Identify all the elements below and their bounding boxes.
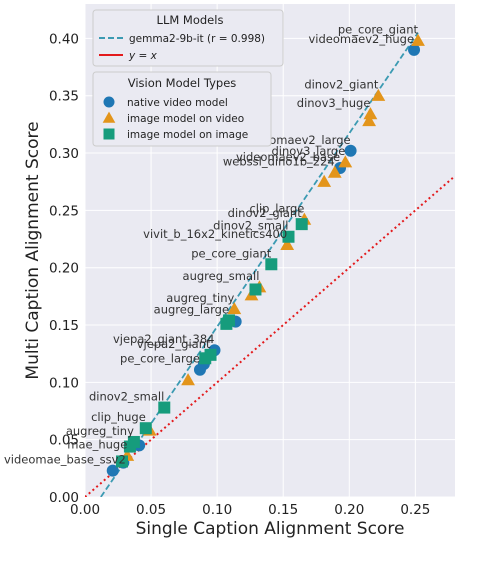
image-on-video-point	[227, 302, 242, 315]
point-annotation: videomae_base_ssv2	[4, 453, 126, 467]
image-on-image-point	[282, 230, 295, 243]
image-on-image-point	[123, 440, 136, 453]
point-annotation: pe_core_giant	[191, 246, 272, 260]
legend-types-box	[92, 71, 272, 147]
native-video-point	[408, 43, 421, 56]
point-annotation: mae_huge	[67, 438, 127, 452]
image-on-image-point	[295, 218, 308, 231]
image-on-image-point	[220, 317, 233, 330]
point-annotation: webssl_dino1b_224	[223, 155, 335, 169]
image-on-image-point	[139, 422, 152, 435]
image-on-video-point	[338, 155, 353, 168]
image-on-image-point	[116, 455, 128, 468]
image-on-video-point	[371, 88, 386, 101]
y-tick-label: 0.30	[49, 146, 79, 162]
identity-line	[85, 175, 455, 497]
x-axis-label: Single Caption Alignment Score	[136, 519, 405, 539]
image-on-video-point	[280, 237, 295, 250]
y-tick-label: 0.40	[49, 31, 79, 47]
image-on-video-point	[411, 33, 425, 46]
legend-image-on-video-label: image model on video	[127, 113, 244, 125]
data-points	[106, 33, 425, 477]
legend-vision-types: Vision Model Types native video model ima…	[92, 71, 272, 147]
x-tick-label: 0.25	[400, 502, 430, 518]
legend-image-on-video-icon	[102, 111, 116, 123]
legend-llm-title: LLM Models	[157, 13, 224, 27]
x-tick-label: 0.05	[136, 502, 166, 518]
native-video-point	[193, 363, 206, 376]
point-annotation: pe_core_giant	[338, 23, 419, 37]
x-tick-label: 0.10	[202, 502, 232, 518]
image-on-image-point	[249, 283, 262, 296]
point-annotation: vjepa2_giant_384	[113, 332, 215, 346]
image-on-image-point	[265, 258, 278, 271]
y-tick-label: 0.25	[49, 203, 79, 219]
image-on-video-point	[317, 174, 332, 187]
legend-image-on-video: image model on video	[102, 111, 244, 125]
point-annotation: clip_huge	[91, 410, 146, 424]
legend-llm-box	[92, 9, 284, 67]
y-tick-label: 0.35	[49, 89, 79, 105]
y-axis-label: Multi Caption Alignment Score	[23, 121, 43, 379]
legend-llm-models: LLM Models gemma2-9b-it (r = 0.998) y = …	[92, 9, 284, 67]
legend-identity-label: y = x	[128, 50, 158, 62]
point-annotation: augreg_large	[154, 302, 229, 316]
native-video-point	[344, 144, 357, 157]
point-annotation: dinov2_giant	[228, 206, 303, 220]
image-on-video-point	[363, 107, 378, 120]
point-annotation: dinov3_large	[271, 144, 345, 158]
legend-image-on-image: image model on image	[103, 128, 248, 141]
point-annotation: clip_large	[249, 202, 304, 216]
regression-fit-line	[100, 32, 419, 497]
y-axis-ticks: 0.00 0.05 0.10 0.15 0.20 0.25 0.30 0.35 0.40	[49, 31, 79, 506]
point-annotation: augreg_tiny	[66, 424, 134, 438]
legend-types-title: Vision Model Types	[128, 76, 237, 90]
x-tick-label: 0.00	[70, 502, 100, 518]
image-on-video-point	[181, 373, 195, 386]
x-tick-label: 0.15	[268, 502, 298, 518]
point-annotation: vivit_b_16x2_kinetics400	[143, 227, 287, 241]
point-annotation: dinov3_huge	[297, 96, 371, 110]
legend-image-on-image-label: image model on image	[127, 129, 248, 141]
image-on-image-point	[199, 352, 212, 365]
y-tick-label: 0.10	[49, 375, 79, 391]
point-annotation: augreg_tiny	[166, 291, 234, 305]
y-tick-label: 0.05	[49, 433, 79, 449]
point-annotation: dinov2_giant	[304, 78, 379, 92]
image-on-video-point	[327, 165, 342, 178]
legend-native-video-label: native video model	[127, 97, 228, 109]
point-annotation: pe_core_large	[120, 352, 200, 366]
point-annotation: dinov2_small	[213, 219, 288, 233]
y-tick-label: 0.20	[49, 261, 79, 277]
legend-native-video: native video model	[103, 96, 228, 109]
legend-fit-label: gemma2-9b-it (r = 0.998)	[129, 33, 265, 45]
native-video-point	[106, 464, 119, 477]
legend-image-on-image-icon	[103, 128, 115, 140]
y-tick-label: 0.00	[49, 490, 79, 506]
point-annotation: augreg_small	[183, 269, 260, 283]
x-axis-ticks: 0.00 0.05 0.10 0.15 0.20 0.25	[70, 502, 430, 518]
point-annotation: videomaev2_base	[236, 150, 340, 164]
y-tick-label: 0.15	[49, 318, 79, 334]
x-tick-label: 0.20	[334, 502, 364, 518]
point-annotation: dinov2_small	[89, 390, 164, 404]
point-annotation: videomaev2_huge	[308, 32, 414, 46]
reference-lines	[85, 32, 455, 497]
image-on-video-point	[362, 114, 377, 127]
point-annotations: pe_core_giantvideomaev2_hugedinov2_giant…	[4, 23, 418, 467]
image-on-image-point	[158, 401, 171, 414]
legend-native-video-icon	[103, 96, 115, 108]
point-annotation: vjepa2_giant	[137, 337, 211, 351]
